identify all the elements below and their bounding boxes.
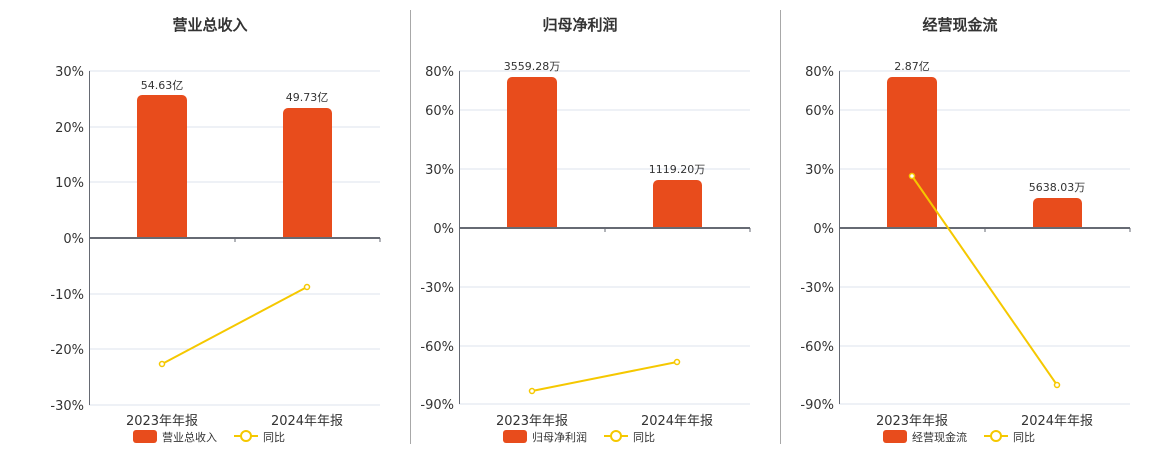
x-label: 2023年年报: [126, 414, 198, 429]
svg-text:60%: 60%: [805, 104, 834, 119]
svg-text:-90%: -90%: [420, 398, 454, 413]
legend[interactable]: 营业总收入 同比: [133, 430, 285, 444]
svg-text:20%: 20%: [55, 121, 84, 136]
svg-text:0%: 0%: [63, 232, 84, 247]
chart-panel-operating-cashflow: 经营现金流 80% 60% 30% 0% -30% -60% -90% 2.87…: [750, 0, 1160, 450]
svg-text:-60%: -60%: [800, 340, 834, 355]
bar-value-label: 54.63亿: [141, 79, 184, 92]
panel-separator: [410, 10, 411, 444]
y-axis-ticks: 30% 20% 10% 0% -10% -20% -30%: [50, 65, 84, 414]
svg-text:0%: 0%: [433, 222, 454, 237]
y-axis-ticks: 80% 60% 30% 0% -30% -60% -90%: [420, 65, 454, 413]
chart-panel-net-profit: 归母净利润 80% 60% 30% 0% -30% -60% -90% 3559…: [370, 0, 770, 450]
svg-text:-20%: -20%: [50, 343, 84, 358]
svg-text:经营现金流: 经营现金流: [912, 430, 967, 444]
bar-value-label: 3559.28万: [504, 60, 561, 73]
x-label: 2024年年报: [271, 414, 343, 429]
svg-text:-30%: -30%: [420, 281, 454, 296]
svg-text:-60%: -60%: [420, 340, 454, 355]
yoy-point[interactable]: [303, 283, 311, 291]
yoy-point[interactable]: [908, 172, 916, 180]
chart-revenue: 营业总收入 30% 20% 10% 0% -10% -20% -30% 54.6…: [50, 16, 381, 444]
svg-text:-30%: -30%: [800, 281, 834, 296]
svg-text:同比: 同比: [263, 431, 285, 444]
bar-value-label: 2.87亿: [894, 60, 930, 73]
chart-title: 归母净利润: [542, 16, 617, 34]
bar-value-label: 1119.20万: [649, 163, 706, 176]
legend-bar-swatch-icon: [503, 430, 527, 443]
yoy-line: [911, 175, 1058, 386]
svg-text:80%: 80%: [425, 65, 454, 80]
svg-text:30%: 30%: [55, 65, 84, 80]
svg-text:30%: 30%: [425, 163, 454, 178]
x-label: 2024年年报: [1021, 414, 1093, 429]
bar-value-label: 5638.03万: [1029, 181, 1086, 194]
chart-operating-cashflow: 经营现金流 80% 60% 30% 0% -30% -60% -90% 2.87…: [800, 16, 1131, 444]
legend[interactable]: 经营现金流 同比: [883, 430, 1035, 444]
svg-text:30%: 30%: [805, 163, 834, 178]
yoy-point[interactable]: [528, 387, 536, 395]
legend[interactable]: 归母净利润 同比: [503, 430, 655, 444]
legend-bar-swatch-icon: [133, 430, 157, 443]
legend-bar-swatch-icon: [883, 430, 907, 443]
yoy-point[interactable]: [158, 360, 166, 368]
x-label: 2024年年报: [641, 414, 713, 429]
panel-separator: [780, 10, 781, 444]
bar-value-label: 49.73亿: [286, 91, 329, 104]
svg-text:归母净利润: 归母净利润: [532, 430, 587, 444]
svg-text:-10%: -10%: [50, 288, 84, 303]
svg-text:60%: 60%: [425, 104, 454, 119]
bar-2023[interactable]: [887, 77, 937, 228]
svg-text:同比: 同比: [633, 431, 655, 444]
svg-text:营业总收入: 营业总收入: [162, 430, 217, 444]
x-label: 2023年年报: [496, 414, 568, 429]
chart-net-profit: 归母净利润 80% 60% 30% 0% -30% -60% -90% 3559…: [420, 16, 751, 444]
bar-2024[interactable]: [653, 180, 702, 228]
svg-text:80%: 80%: [805, 65, 834, 80]
bar-2023[interactable]: [507, 77, 557, 228]
chart-title: 经营现金流: [922, 16, 997, 34]
bar-2024[interactable]: [283, 108, 332, 238]
yoy-line: [531, 361, 678, 392]
bar-2023[interactable]: [137, 95, 187, 238]
y-axis-ticks: 80% 60% 30% 0% -30% -60% -90%: [800, 65, 834, 413]
svg-text:-90%: -90%: [800, 398, 834, 413]
svg-text:10%: 10%: [55, 176, 84, 191]
yoy-line: [161, 286, 308, 365]
svg-text:0%: 0%: [813, 222, 834, 237]
x-label: 2023年年报: [876, 414, 948, 429]
svg-text:同比: 同比: [1013, 431, 1035, 444]
chart-panel-revenue: 营业总收入 30% 20% 10% 0% -10% -20% -30% 54.6…: [0, 0, 400, 450]
chart-title: 营业总收入: [172, 16, 247, 34]
yoy-point[interactable]: [673, 358, 681, 366]
yoy-point[interactable]: [1053, 381, 1061, 389]
svg-text:-30%: -30%: [50, 399, 84, 414]
